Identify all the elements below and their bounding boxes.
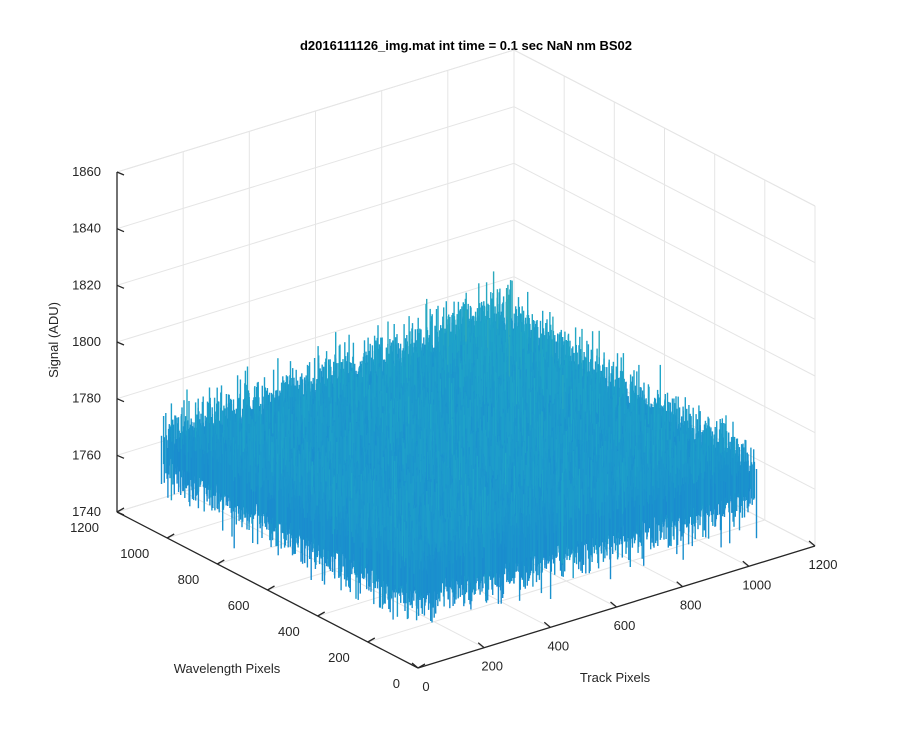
box-edge xyxy=(116,49,515,173)
wall-grid-line-z xyxy=(513,219,816,377)
floor-grid-line-y xyxy=(367,519,765,643)
wall-grid-line-z xyxy=(513,276,816,434)
wall-grid-line-z xyxy=(513,162,816,320)
wall-grid-line-z xyxy=(116,106,515,230)
chart-title: d2016111126_img.mat int time = 0.1 sec N… xyxy=(300,38,632,53)
wall-grid-line-z xyxy=(116,276,515,400)
wall-grid-line-z xyxy=(513,106,816,264)
wall-grid-line-z xyxy=(116,219,515,343)
box-edge xyxy=(513,49,816,207)
surface-mesh xyxy=(160,271,758,623)
wall-grid-line-z xyxy=(116,162,515,286)
